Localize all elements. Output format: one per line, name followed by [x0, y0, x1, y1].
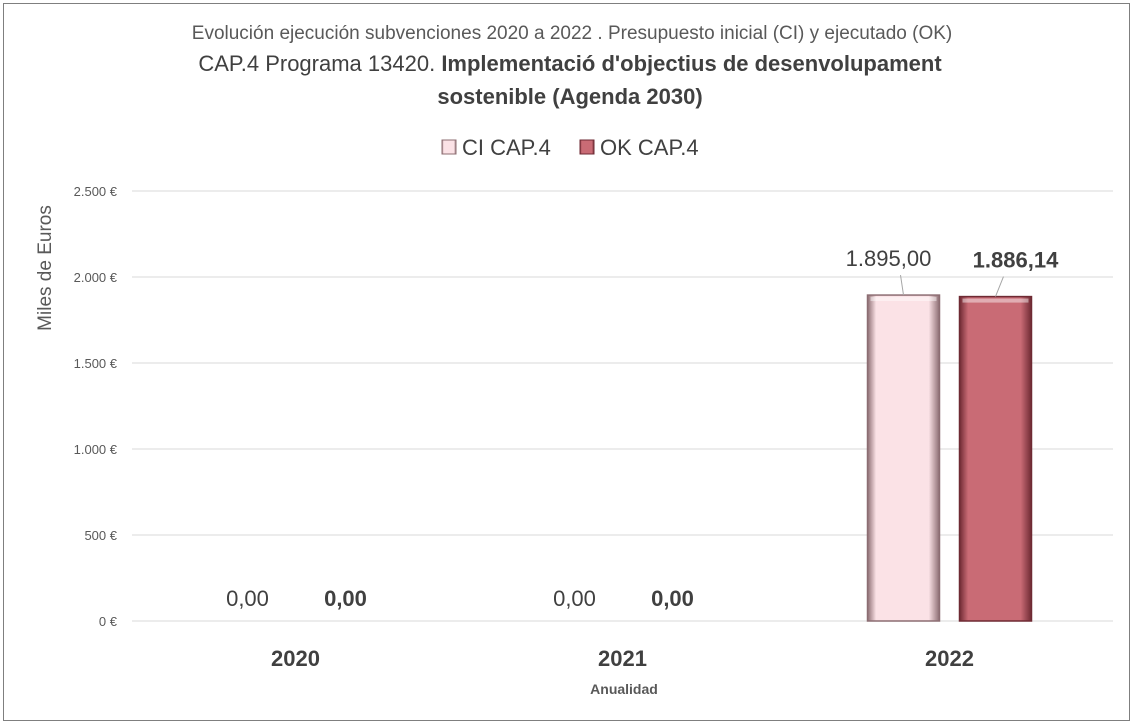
legend-label: CI CAP.4: [462, 135, 551, 160]
chart-frame: [3, 3, 1130, 721]
x-tick-label: 2021: [598, 646, 647, 671]
data-labels: 0,00 0,00 0,00 0,00 1.895,00 1.886,14: [226, 246, 1059, 611]
data-label: 0,00: [651, 586, 694, 611]
chart-title-line2-prefix: CAP.4 Programa 13420.: [198, 51, 435, 76]
y-tick-label: 2.000 €: [74, 270, 118, 285]
bar-bevel: [870, 297, 937, 302]
chart-title-line1: Evolución ejecución subvenciones 2020 a …: [192, 23, 952, 44]
bars: [866, 294, 1033, 622]
chart-title-line3: sostenible (Agenda 2030): [437, 84, 702, 109]
chart-title-line2-bold: Implementació d'objectius de desenvolupa…: [441, 51, 942, 76]
y-tick-label: 1.500 €: [74, 356, 118, 371]
gridlines: [132, 190, 1113, 622]
x-tick-label: 2020: [271, 646, 320, 671]
label-leader-line: [900, 274, 904, 296]
data-label: 0,00: [553, 586, 596, 611]
y-tick-label: 0 €: [99, 614, 118, 629]
y-axis-label: Miles de Euros: [35, 205, 56, 331]
legend-label: OK CAP.4: [600, 135, 699, 160]
x-axis-label: Anualidad: [590, 681, 658, 697]
legend-swatch: [441, 139, 457, 155]
x-tick-label: 2022: [925, 646, 974, 671]
bar-ok-cap-4-2022: [958, 295, 1033, 622]
data-label: 1.895,00: [846, 246, 932, 271]
y-tick-label: 2.500 €: [74, 184, 118, 199]
legend-swatch: [579, 139, 595, 155]
legend: CI CAP.4 OK CAP.4: [441, 135, 699, 160]
data-label: 0,00: [324, 586, 367, 611]
y-tick-label: 1.000 €: [74, 442, 118, 457]
bar-bevel: [962, 298, 1029, 303]
y-axis-ticks: 0 € 500 € 1.000 € 1.500 € 2.000 € 2.500 €: [74, 184, 118, 629]
x-axis-ticks: 2020 2021 2022: [271, 646, 974, 671]
data-label: 1.886,14: [973, 248, 1059, 273]
bar-ci-cap-4-2022: [866, 294, 941, 622]
label-leader-line: [995, 276, 1004, 297]
y-tick-label: 500 €: [84, 528, 117, 543]
chart-title-line2: CAP.4 Programa 13420. Implementació d'ob…: [198, 51, 942, 76]
data-label: 0,00: [226, 586, 269, 611]
